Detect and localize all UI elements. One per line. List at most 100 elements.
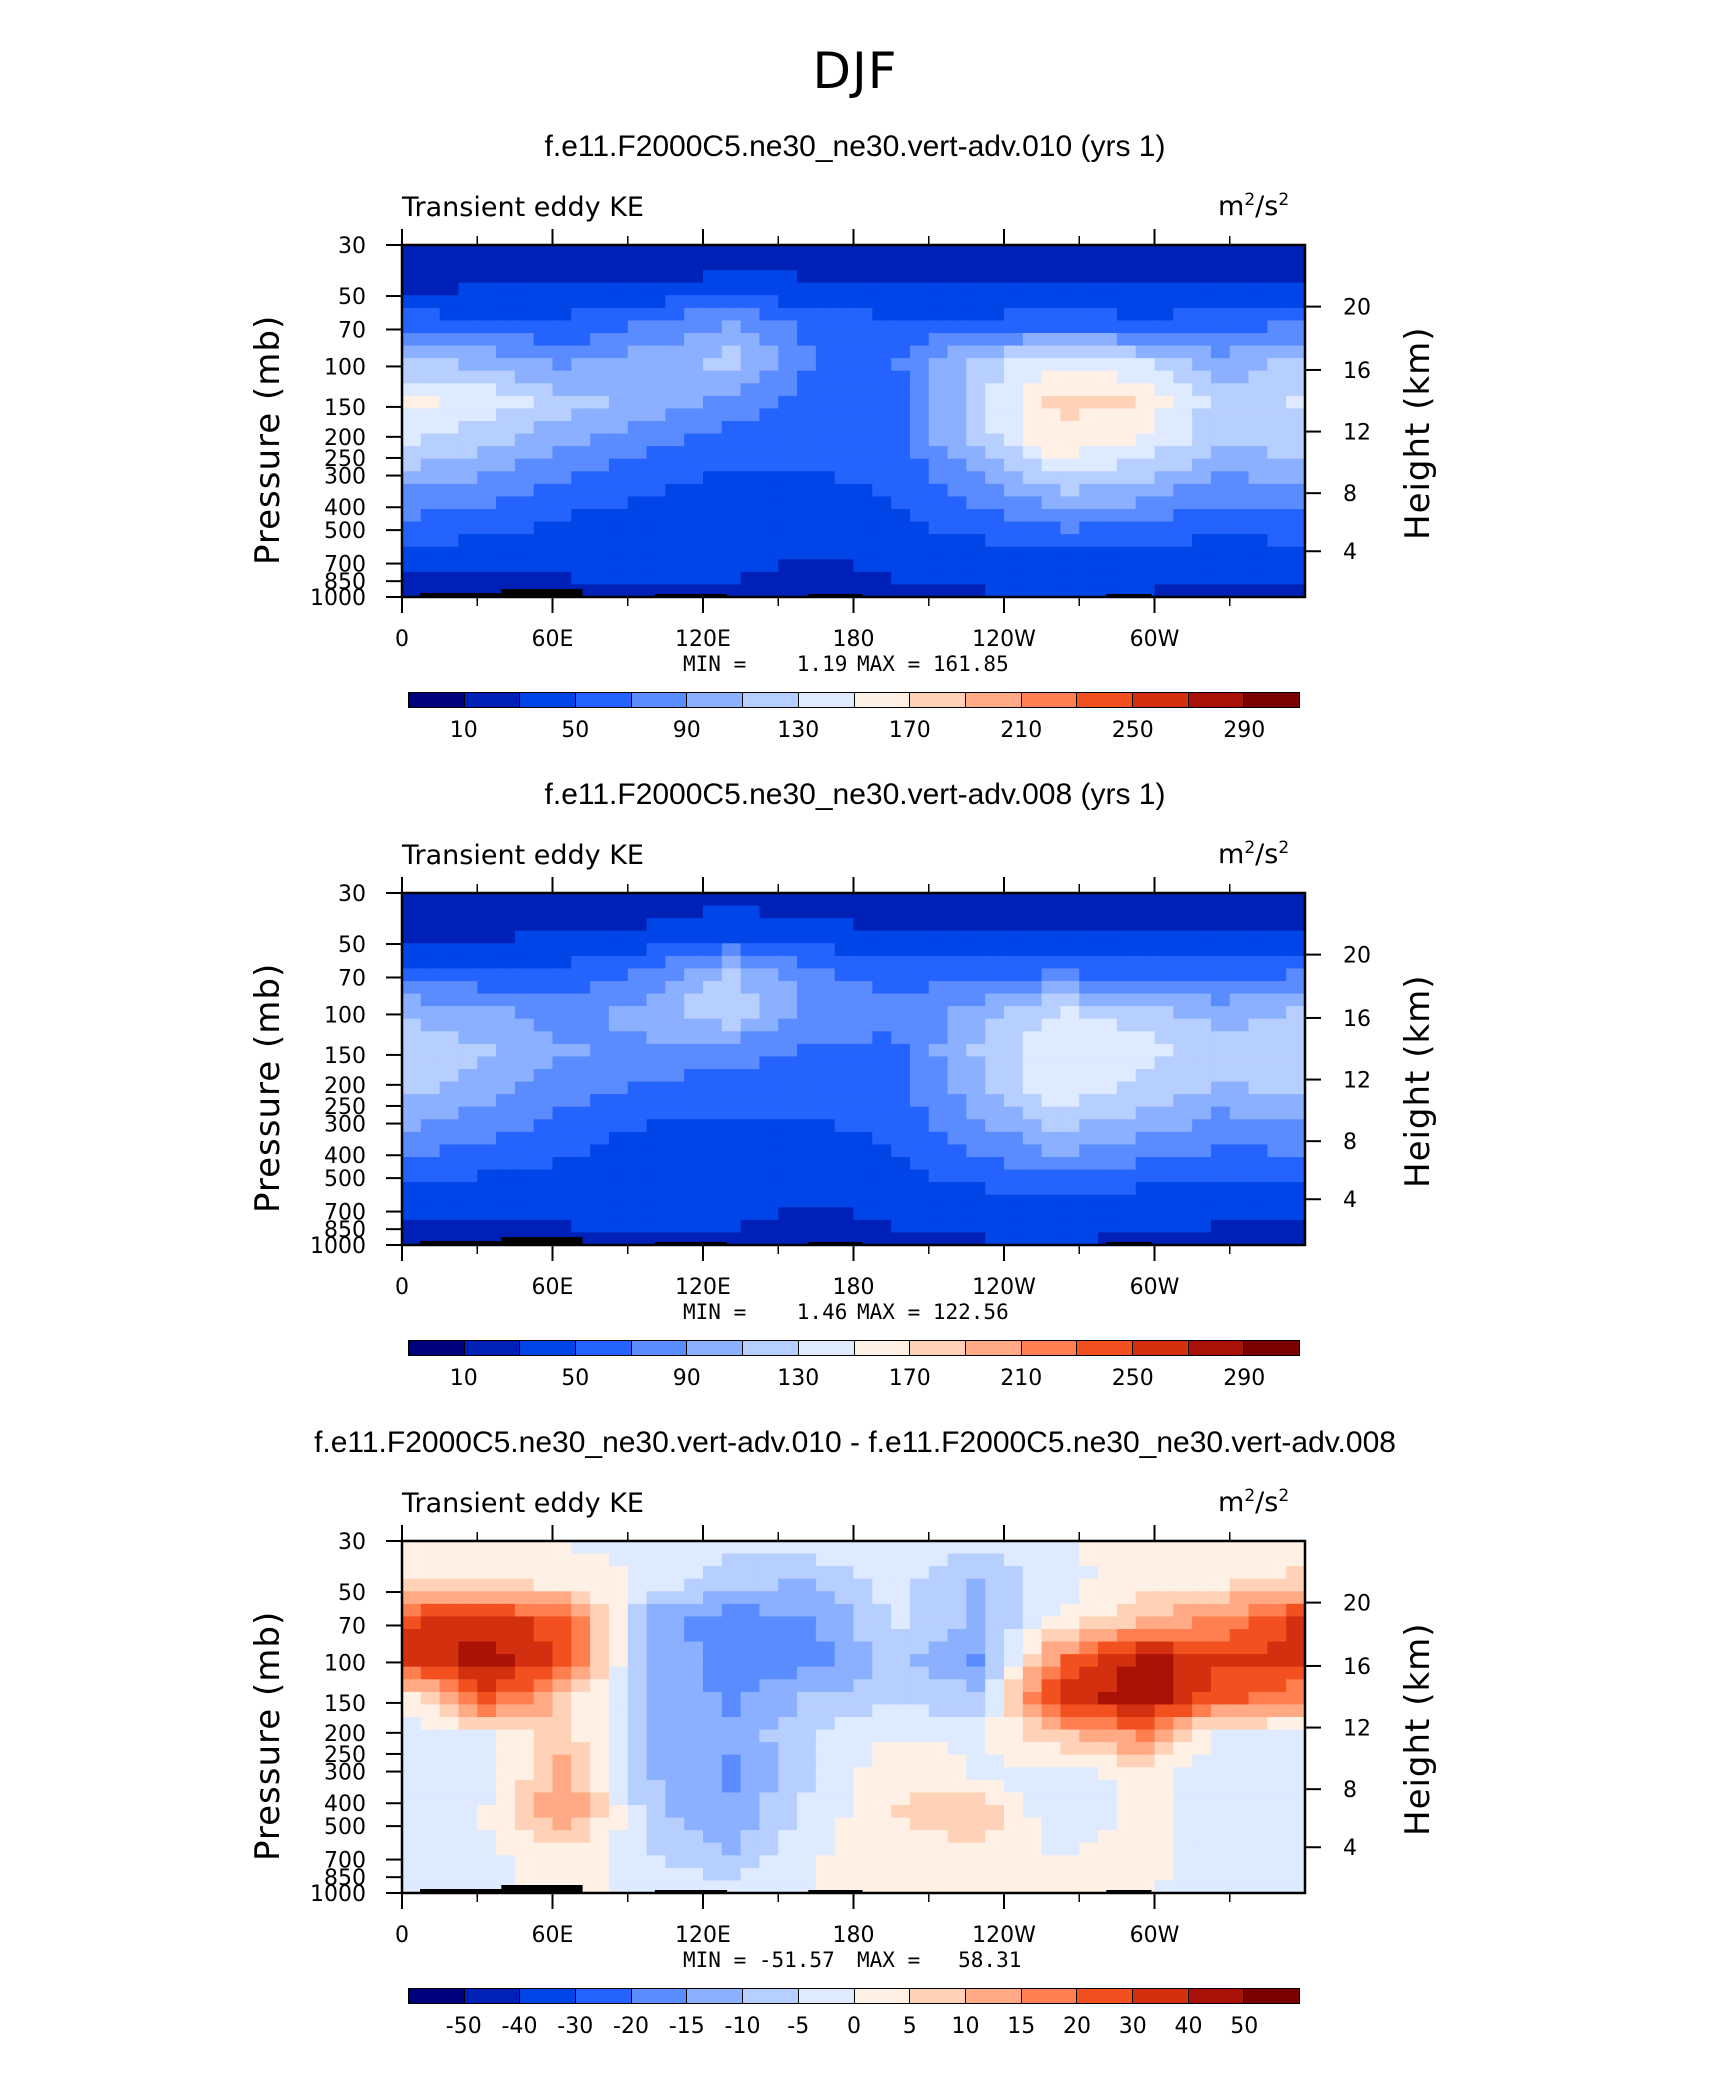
field-cell bbox=[872, 968, 892, 982]
field-cell bbox=[1248, 1867, 1268, 1882]
field-cell bbox=[966, 1194, 986, 1208]
field-cell bbox=[815, 257, 836, 271]
field-cell bbox=[496, 905, 516, 919]
field-cell bbox=[665, 1666, 685, 1680]
field-cell bbox=[1267, 471, 1287, 485]
field-cell bbox=[571, 1729, 591, 1743]
field-cell bbox=[627, 1541, 648, 1555]
field-cell bbox=[1079, 1666, 1099, 1680]
field-cell bbox=[571, 1805, 591, 1819]
field-cell bbox=[608, 534, 629, 548]
field-cell bbox=[514, 1666, 535, 1680]
field-cell bbox=[1173, 1578, 1193, 1592]
field-cell bbox=[1041, 471, 1062, 485]
field-cell bbox=[496, 1018, 516, 1032]
field-cell bbox=[1079, 1566, 1099, 1580]
field-cell bbox=[1154, 333, 1174, 347]
field-cell bbox=[496, 930, 516, 944]
field-cell bbox=[985, 257, 1005, 271]
field-cell bbox=[1060, 1553, 1080, 1567]
field-cell bbox=[985, 534, 1005, 548]
field-cell bbox=[533, 1553, 554, 1567]
field-cell bbox=[1154, 1754, 1174, 1768]
colorbar-label: 30 bbox=[1118, 2014, 1147, 2039]
field-cell bbox=[627, 1553, 648, 1567]
field-cell bbox=[477, 307, 497, 322]
field-cell bbox=[458, 1679, 478, 1693]
field-cell bbox=[665, 1194, 685, 1208]
field-cell bbox=[740, 893, 761, 907]
field-cell bbox=[740, 358, 761, 372]
colorbar-swatch bbox=[409, 1989, 465, 2003]
field-cell bbox=[627, 1641, 648, 1655]
field-cell bbox=[985, 905, 1005, 919]
field-cell bbox=[439, 1779, 460, 1794]
field-cell bbox=[740, 1691, 761, 1706]
field-cell bbox=[402, 1792, 422, 1806]
field-cell bbox=[1004, 1182, 1024, 1196]
field-cell bbox=[552, 245, 572, 259]
field-cell bbox=[608, 1830, 629, 1844]
field-cell bbox=[402, 320, 422, 334]
field-cell bbox=[1022, 257, 1043, 271]
field-cell bbox=[985, 1880, 1005, 1894]
field-cell bbox=[740, 1131, 761, 1146]
field-cell bbox=[665, 1704, 685, 1718]
field-cell bbox=[627, 1842, 648, 1856]
y-tick-label: 50 bbox=[338, 1581, 366, 1606]
field-cell bbox=[402, 930, 422, 944]
field-cell bbox=[853, 1729, 873, 1743]
field-cell bbox=[853, 1169, 873, 1183]
field-cell bbox=[1173, 496, 1193, 510]
field-cell bbox=[703, 1729, 723, 1743]
field-cell bbox=[552, 1654, 572, 1668]
field-cell bbox=[909, 1691, 930, 1706]
field-cell bbox=[966, 1629, 986, 1643]
field-cell bbox=[646, 421, 666, 435]
field-cell bbox=[1154, 1691, 1174, 1706]
field-cell bbox=[665, 1219, 685, 1234]
field-cell bbox=[703, 930, 723, 944]
field-cell bbox=[1286, 1207, 1306, 1221]
field-cell bbox=[627, 1754, 648, 1768]
field-cell bbox=[966, 1616, 986, 1630]
field-cell bbox=[1154, 358, 1174, 372]
field-cell bbox=[496, 345, 516, 359]
field-cell bbox=[402, 1779, 422, 1794]
field-cell bbox=[703, 546, 723, 560]
field-cell bbox=[721, 257, 742, 271]
field-cell bbox=[872, 1679, 892, 1693]
field-cell bbox=[684, 1616, 704, 1630]
field-cell bbox=[1041, 1232, 1062, 1246]
field-cell bbox=[439, 546, 460, 560]
field-cell bbox=[1173, 918, 1193, 932]
field-cell bbox=[1267, 1043, 1287, 1058]
field-cell bbox=[1060, 1855, 1080, 1869]
field-cell bbox=[420, 1666, 441, 1680]
field-cell bbox=[891, 1553, 911, 1567]
field-cell bbox=[1248, 245, 1268, 259]
field-cell bbox=[985, 968, 1005, 982]
field-cell bbox=[1267, 458, 1287, 472]
field-cell bbox=[909, 1169, 930, 1183]
field-cell bbox=[684, 282, 704, 296]
field-cell bbox=[1210, 1666, 1231, 1680]
field-cell bbox=[872, 1603, 892, 1618]
field-cell bbox=[458, 905, 478, 919]
field-cell bbox=[1060, 1691, 1080, 1706]
field-cell bbox=[420, 1207, 441, 1221]
field-cell bbox=[797, 1704, 817, 1718]
field-cell bbox=[1267, 1553, 1287, 1567]
field-cell bbox=[891, 1830, 911, 1844]
field-cell bbox=[514, 1043, 535, 1058]
field-cell bbox=[1022, 955, 1043, 970]
field-cell bbox=[1286, 1094, 1306, 1108]
field-cell bbox=[458, 1792, 478, 1806]
field-cell bbox=[1041, 521, 1062, 535]
field-cell bbox=[1286, 1018, 1306, 1032]
field-cell bbox=[1154, 1867, 1174, 1882]
field-cell bbox=[966, 1069, 986, 1083]
field-cell bbox=[1116, 905, 1137, 919]
field-cell bbox=[402, 245, 422, 259]
field-cell bbox=[627, 559, 648, 573]
